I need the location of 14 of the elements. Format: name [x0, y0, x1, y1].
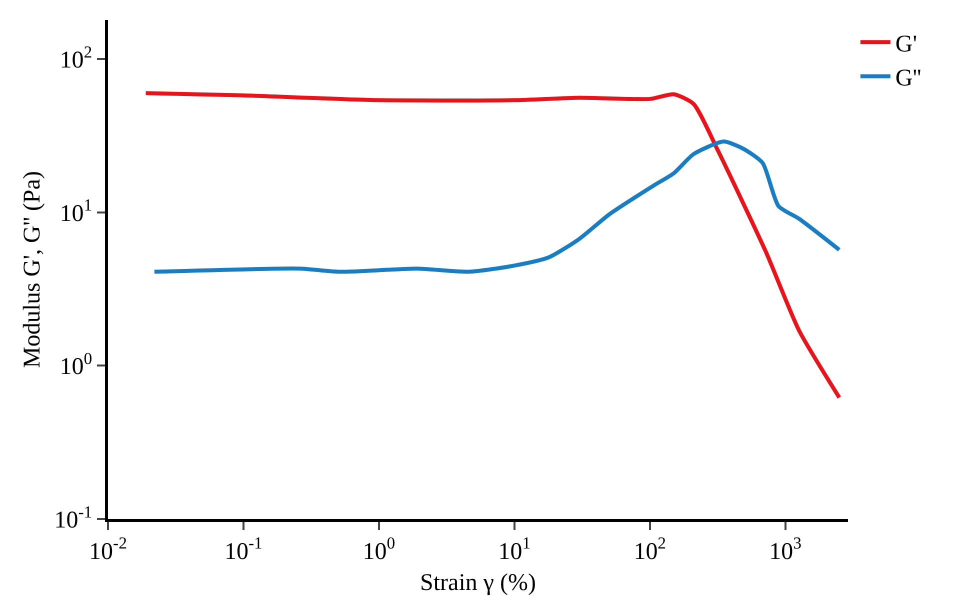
x-tick-label: 10$^{0}$ [362, 534, 396, 565]
y-tick-label: 10$^{2}$ [60, 42, 92, 74]
x-tick-label: 10$^{1}$ [498, 534, 531, 565]
y-tick-label: 10$^{1}$ [60, 196, 92, 227]
legend-label: G'' [895, 66, 922, 92]
x-axis-title: Strain γ (%) [420, 570, 536, 596]
x-tick-label: 10$^{2}$ [634, 534, 666, 565]
y-tick-label: 10$^{-1}$ [54, 502, 92, 534]
y-tick-label: 10$^{0}$ [60, 349, 92, 380]
x-tick-label: 10$^{-2}$ [89, 534, 127, 565]
legend-label: G' [895, 31, 918, 58]
x-tick-label: 10$^{3}$ [769, 534, 802, 565]
y-axis-title: Modulus G', G'' (Pa) [19, 171, 46, 368]
x-tick-label: 10$^{-1}$ [224, 534, 262, 565]
